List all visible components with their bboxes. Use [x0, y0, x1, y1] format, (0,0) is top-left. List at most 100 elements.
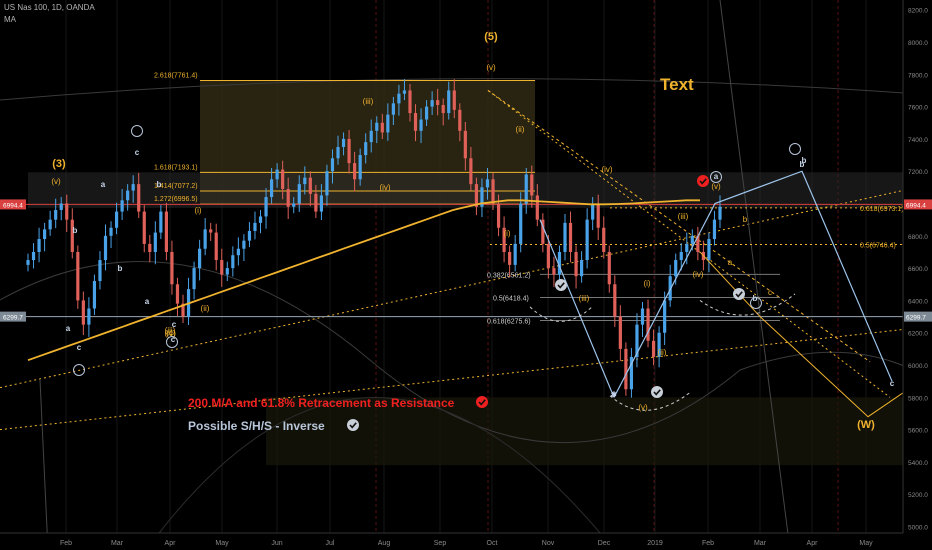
candle-body — [103, 235, 108, 261]
wave-label: (ii) — [201, 304, 210, 313]
candle-body — [341, 138, 346, 147]
wave-label-alt: c — [171, 335, 176, 344]
wave-label: (5) — [484, 31, 498, 43]
channel-line — [0, 325, 932, 431]
candle-body — [646, 308, 650, 341]
candle-body — [92, 281, 97, 309]
candle-body — [574, 251, 578, 277]
candle-body — [120, 200, 124, 212]
wave-label: c — [768, 288, 772, 297]
shs-check-icon — [733, 288, 745, 300]
time-axis-tick: Nov — [542, 540, 555, 547]
candle-body — [43, 229, 47, 240]
wave-circle-marker — [789, 143, 801, 155]
price-axis-tick: 5000.0 — [908, 525, 928, 532]
candle-body — [48, 219, 52, 230]
candle-body — [663, 300, 667, 333]
price-axis-tick: 7600.0 — [908, 105, 928, 112]
candle-body — [496, 203, 501, 228]
candle-body — [679, 251, 683, 261]
candle-body — [386, 114, 390, 133]
candle-body — [153, 232, 157, 252]
candle-body — [580, 260, 584, 277]
candle-body — [54, 209, 58, 220]
time-axis-tick: Mar — [754, 540, 767, 547]
candle-body — [148, 243, 152, 252]
candle-body — [424, 106, 429, 120]
candle-body — [98, 260, 102, 282]
price-axis-tick: 8200.0 — [908, 8, 928, 15]
candle-body — [502, 227, 506, 252]
candle-body — [236, 248, 240, 256]
candle-body — [557, 251, 562, 275]
candle-body — [330, 158, 335, 172]
candle-body — [530, 174, 534, 196]
candle-body — [513, 243, 517, 265]
wave-label: (ii) — [516, 125, 525, 134]
price-axis-tick: 5200.0 — [908, 492, 928, 499]
wave-label: (iv) — [379, 183, 390, 192]
candle-body — [391, 103, 395, 115]
projection-path — [539, 219, 615, 398]
shs-check-icon — [347, 419, 359, 431]
candle-body — [264, 197, 268, 217]
candle-body — [618, 316, 622, 349]
fib-level-label: 2.618(7761.4) — [154, 73, 198, 80]
candle-body — [319, 195, 324, 212]
candle-body — [281, 169, 285, 189]
price-axis-tick: 6800.0 — [908, 234, 928, 241]
candle-body — [358, 155, 362, 180]
candle-body — [657, 332, 661, 357]
candle-body — [402, 90, 407, 94]
candle-body — [430, 100, 434, 107]
candle-body — [607, 251, 611, 285]
candle-body — [192, 268, 196, 290]
candle-body — [209, 229, 213, 233]
candle-body — [242, 240, 246, 249]
wave-label-alt: a — [101, 180, 106, 189]
wave-label-alt: b — [73, 226, 78, 235]
candle-body — [26, 260, 30, 265]
wave-label-alt: a — [714, 172, 719, 181]
wave-label: (W) — [857, 419, 875, 431]
time-axis-tick: 2019 — [647, 540, 663, 547]
candle-body — [308, 177, 312, 194]
candle-body — [159, 211, 163, 233]
price-tag-label: 6994.4 — [906, 202, 926, 209]
candle-body — [685, 243, 689, 252]
shs-left-shoulder — [529, 306, 593, 322]
price-tag — [904, 199, 932, 210]
candle-body — [491, 179, 495, 204]
wave-label: (i) — [503, 229, 510, 238]
candle-body — [70, 219, 74, 252]
cycle-arc — [0, 261, 932, 443]
shs-check-icon-tick — [557, 282, 565, 289]
price-axis-tick: 6600.0 — [908, 266, 928, 273]
candle-body — [81, 300, 85, 325]
candle-body — [624, 348, 628, 390]
candle-body — [463, 130, 467, 159]
candle-body — [325, 171, 329, 196]
price-tag-left-label: 6299.7 — [3, 315, 23, 322]
candle-body — [524, 174, 528, 204]
candle-body — [347, 138, 351, 164]
wave-label-alt: a — [612, 389, 617, 398]
price-axis-tick: 5800.0 — [908, 395, 928, 402]
candle-body — [76, 251, 80, 301]
candle-body — [253, 222, 257, 231]
candle-body — [596, 203, 600, 228]
time-axis-tick: Apr — [807, 540, 819, 547]
price-tag-left-label: 6994.4 — [3, 202, 23, 209]
candle-body — [651, 340, 656, 357]
candle-body — [231, 255, 235, 269]
wave-label: (i) — [194, 206, 201, 215]
wave-label: a — [728, 258, 733, 267]
shs-head — [609, 392, 691, 411]
wave-label-alt: b — [800, 160, 805, 169]
cycle-arc — [149, 397, 611, 546]
wave-label-alt: c — [77, 343, 82, 352]
candle-body — [181, 303, 185, 317]
price-axis-tick: 5400.0 — [908, 460, 928, 467]
candle-body — [220, 260, 224, 275]
